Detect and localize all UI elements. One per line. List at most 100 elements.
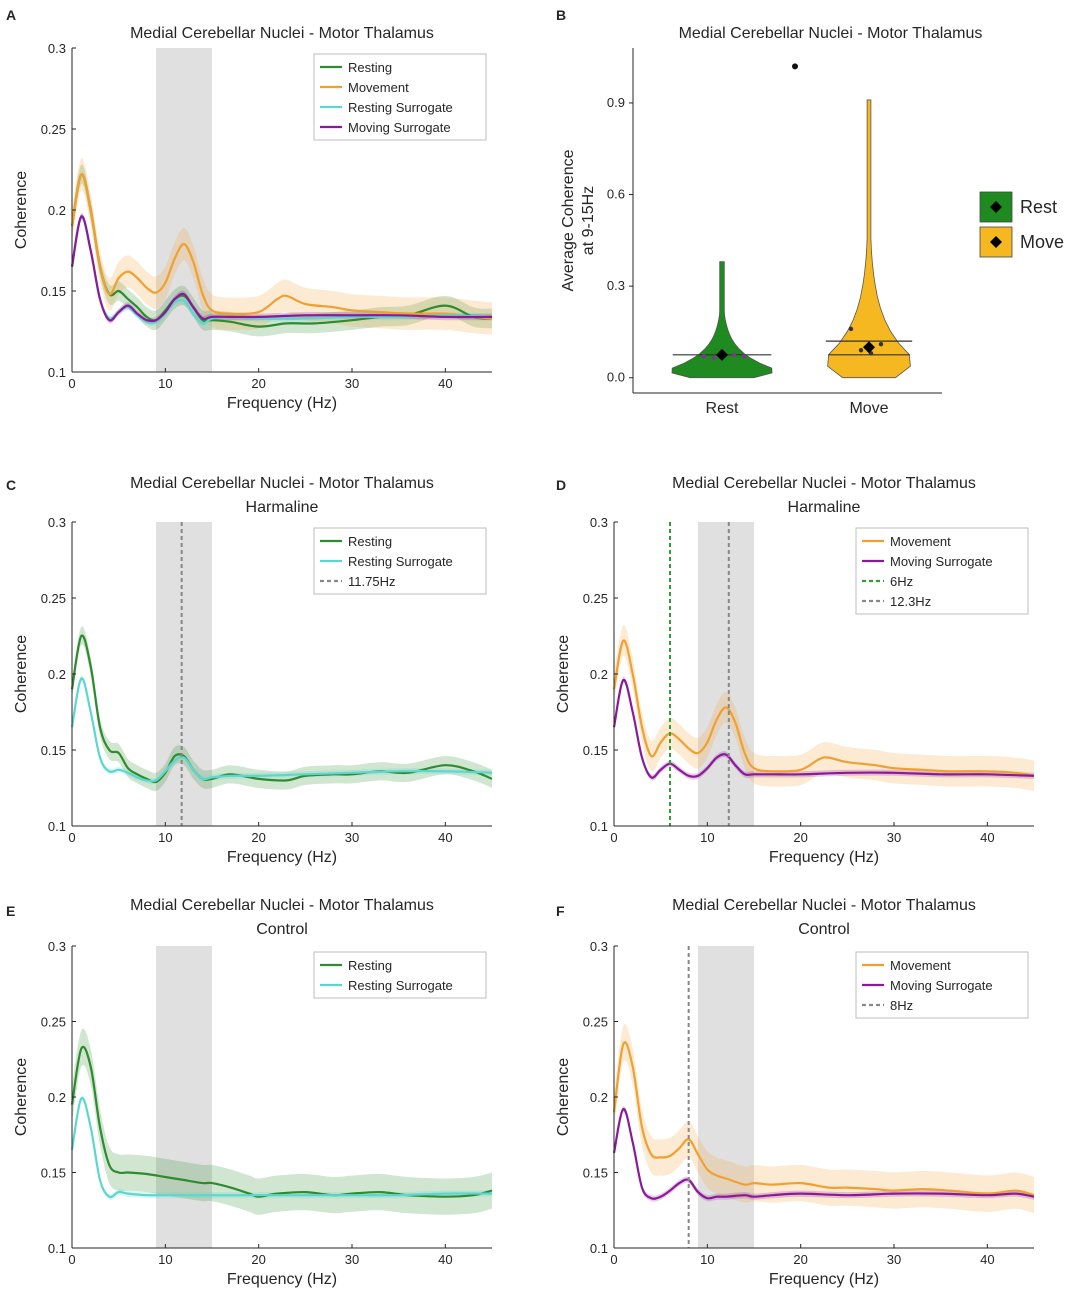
series-line [612, 1041, 1035, 1197]
legend-label: 8Hz [890, 998, 913, 1013]
panel-c: C Medial Cerebellar Nuclei - Motor Thalam… [6, 475, 493, 866]
y-tick-label: 0.2 [590, 1090, 608, 1105]
y-tick-label: 0.1 [48, 819, 66, 834]
data-point [731, 352, 737, 358]
legend-label: Resting [348, 958, 392, 973]
x-axis-label: Frequency (Hz) [227, 395, 337, 412]
y-tick-label: 0.25 [41, 122, 66, 137]
panel-title: Medial Cerebellar Nuclei - Motor Thalamu… [130, 475, 434, 492]
legend-label: Moving Surrogate [890, 978, 993, 993]
legend-box [855, 527, 1029, 615]
legend-label: Move [1020, 232, 1064, 252]
legend-label: Movement [890, 958, 951, 973]
y-tick-label: 0.1 [590, 819, 608, 834]
y-axis-label: Coherence [555, 635, 572, 713]
panel-title: Medial Cerebellar Nuclei - Motor Thalamu… [672, 897, 976, 914]
y-tick-label: 0.1 [48, 365, 66, 380]
panel-a: A Medial Cerebellar Nuclei - Motor Thalam… [6, 7, 493, 412]
data-point [711, 355, 717, 361]
y-axis-label: Average Coherence [560, 149, 577, 291]
x-axis-label: Frequency (Hz) [227, 1271, 337, 1288]
y-tick-label: 0.2 [48, 203, 66, 218]
legend-box [313, 527, 487, 595]
series-error-band [614, 1105, 1034, 1202]
x-tick-label: 20 [793, 1252, 807, 1267]
y-tick-label: 0.15 [41, 743, 66, 758]
panel-subtitle: Control [256, 921, 308, 938]
y-tick-label: 0.6 [607, 187, 625, 202]
x-tick-label: 20 [251, 830, 265, 845]
y-tick-label: 0.3 [48, 939, 66, 954]
panel-letter: C [6, 477, 16, 493]
series-line [70, 1096, 493, 1199]
legend-label: 6Hz [890, 574, 913, 589]
series-line [70, 215, 493, 323]
data-point [848, 326, 854, 332]
y-tick-label: 0.15 [583, 743, 608, 758]
x-tick-label: 40 [438, 376, 452, 391]
legend-label: Resting [348, 534, 392, 549]
x-tick-label: 10 [158, 1252, 172, 1267]
x-tick-label: 30 [887, 830, 901, 845]
legend-box [313, 951, 487, 999]
x-axis-label: Frequency (Hz) [769, 1271, 879, 1288]
series-line [612, 1107, 1035, 1200]
outlier-point [792, 63, 798, 70]
y-tick-label: 0.2 [48, 1090, 66, 1105]
series-line [612, 639, 1035, 777]
series-error-band [72, 1028, 492, 1215]
y-tick-label: 0.3 [48, 41, 66, 56]
panel-subtitle: Harmaline [788, 499, 861, 516]
legend-diamond-marker [990, 236, 1002, 248]
legend-label: 12.3Hz [890, 594, 931, 609]
y-tick-label: 0.15 [41, 1166, 66, 1181]
panel-letter: F [556, 903, 565, 919]
series-error-band [614, 1024, 1034, 1214]
x-tick-label: 10 [700, 1252, 714, 1267]
panel-title: Medial Cerebellar Nuclei - Motor Thalamu… [679, 25, 983, 42]
panel-letter: A [6, 7, 16, 23]
series-error-band [72, 164, 492, 337]
panel-letter: B [556, 7, 566, 23]
x-axis-label: Frequency (Hz) [769, 849, 879, 866]
x-axis-label: Frequency (Hz) [227, 849, 337, 866]
x-tick-label: 20 [793, 830, 807, 845]
y-axis-label: Coherence [13, 635, 30, 713]
y-tick-label: 0.25 [583, 1015, 608, 1030]
legend-label: 11.75Hz [348, 574, 395, 589]
y-tick-label: 0.9 [607, 95, 625, 110]
x-tick-label: 30 [345, 830, 359, 845]
y-tick-label: 0.15 [583, 1166, 608, 1181]
legend: Rest Move [979, 191, 1064, 258]
series-error-band [614, 676, 1034, 781]
legend-box [313, 53, 487, 141]
x-tick-label: 30 [345, 376, 359, 391]
x-tick-label: 0 [610, 1252, 617, 1267]
x-tick-label: 40 [438, 1252, 452, 1267]
y-axis-label: Coherence [13, 1058, 30, 1136]
frequency-band-shade [156, 522, 212, 826]
legend: Resting Movement Resting Surrogate Moving S… [313, 53, 487, 141]
series-line [70, 1045, 493, 1198]
y-tick-label: 0.3 [607, 278, 625, 293]
x-tick-label: 40 [438, 830, 452, 845]
legend: Movement Moving Surrogate 6Hz 12.3Hz [855, 527, 1029, 615]
x-tick-label: 10 [158, 376, 172, 391]
x-tick-label: 0 [68, 376, 75, 391]
x-tick-label: 10 [700, 830, 714, 845]
frequency-band-shade [156, 946, 212, 1248]
x-tick-label: Move [849, 400, 888, 417]
y-tick-label: 0.25 [41, 1015, 66, 1030]
panel-f: F Medial Cerebellar Nuclei - Motor Thalam… [555, 897, 1035, 1288]
legend-label: Moving Surrogate [890, 554, 993, 569]
panel-subtitle: Harmaline [246, 499, 319, 516]
legend-label: Resting Surrogate [348, 100, 453, 115]
panel-d: D Medial Cerebellar Nuclei - Motor Thalam… [555, 475, 1035, 866]
mean-diamond [863, 341, 875, 354]
violin-rest [671, 261, 773, 379]
series-line [612, 678, 1035, 779]
y-axis-label: Coherence [13, 171, 30, 249]
data-point [878, 341, 884, 347]
panel-title: Medial Cerebellar Nuclei - Motor Thalamu… [130, 25, 434, 42]
